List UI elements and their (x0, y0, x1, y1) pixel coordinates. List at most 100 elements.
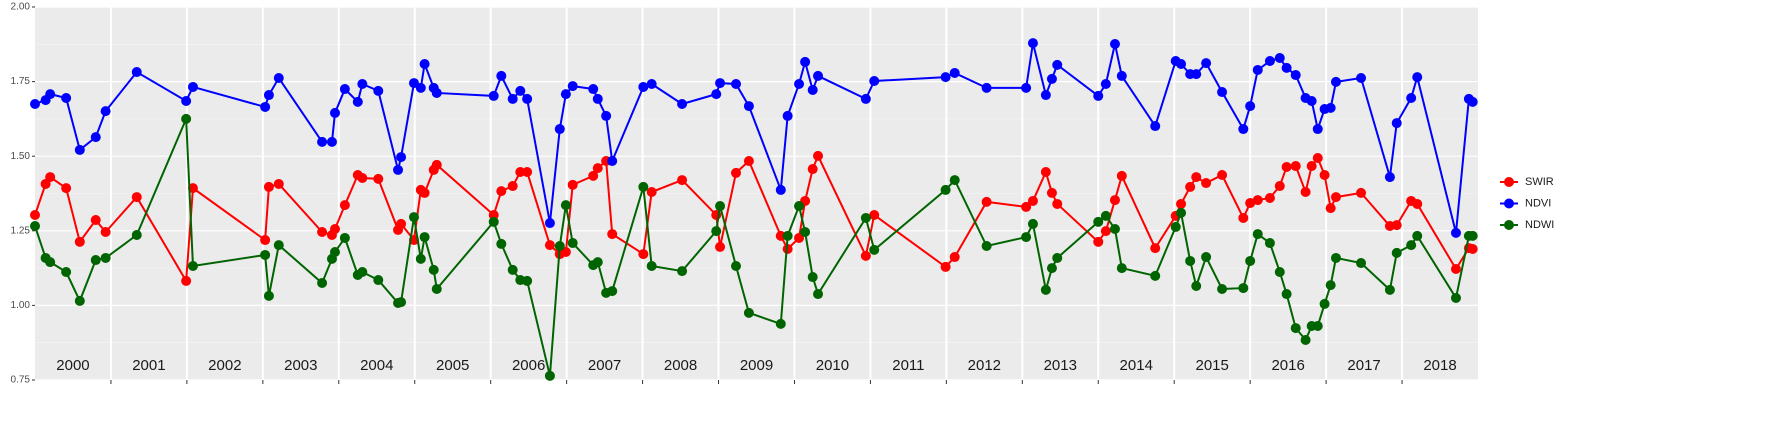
data-point (45, 172, 56, 183)
data-point (677, 98, 688, 109)
data-point (592, 163, 603, 174)
data-point (1201, 58, 1212, 69)
data-point (1191, 172, 1202, 183)
data-point (396, 218, 407, 229)
data-point (1300, 187, 1311, 198)
data-point (522, 93, 533, 104)
year-label: 2006 (512, 357, 545, 374)
data-point (263, 181, 274, 192)
data-point (357, 78, 368, 89)
data-point (507, 181, 518, 192)
data-point (30, 98, 40, 109)
data-point (1467, 230, 1478, 241)
data-point (1306, 161, 1317, 172)
data-point (1391, 247, 1402, 258)
data-point (1040, 284, 1051, 295)
data-point (515, 85, 526, 96)
data-point (1274, 266, 1285, 277)
data-point (1319, 298, 1330, 309)
data-point (1406, 93, 1417, 104)
data-point (496, 238, 507, 249)
data-point (1412, 198, 1423, 209)
data-point (488, 209, 499, 220)
data-point (1252, 229, 1263, 240)
data-point (677, 266, 688, 277)
data-point (638, 249, 649, 260)
data-point (263, 90, 274, 101)
data-point (949, 252, 960, 263)
data-point (711, 226, 722, 237)
data-point (554, 124, 565, 135)
data-point (329, 224, 340, 235)
data-point (431, 87, 442, 98)
data-point (1325, 102, 1336, 113)
data-point (1330, 192, 1341, 203)
data-point (260, 235, 271, 246)
data-point (743, 101, 754, 112)
data-point (1245, 101, 1256, 112)
data-point (1116, 263, 1127, 274)
data-point (592, 257, 603, 268)
data-point (488, 216, 499, 227)
data-point (373, 173, 384, 184)
data-point (1391, 220, 1402, 231)
data-point (1217, 87, 1228, 98)
data-point (567, 179, 578, 190)
data-point (981, 196, 992, 207)
data-point (329, 246, 340, 257)
data-point (90, 255, 101, 266)
data-point (544, 240, 555, 251)
year-label: 2011 (892, 357, 924, 374)
data-point (646, 261, 657, 272)
year-label: 2000 (56, 357, 89, 374)
data-point (1176, 58, 1187, 69)
year-label: 2007 (588, 357, 621, 374)
data-point (1191, 69, 1202, 80)
data-point (1312, 320, 1323, 331)
data-point (807, 84, 818, 95)
data-point (869, 244, 880, 255)
data-point (860, 212, 871, 223)
data-point (187, 261, 198, 272)
data-point (317, 226, 328, 237)
data-point (800, 56, 811, 67)
data-point (807, 164, 818, 175)
data-point (775, 318, 786, 329)
legend-key-point (1504, 220, 1514, 230)
data-point (1384, 172, 1395, 183)
data-point (396, 152, 407, 163)
data-point (730, 167, 741, 178)
data-point (61, 183, 72, 194)
data-point (1109, 39, 1120, 50)
data-point (415, 82, 426, 93)
data-point (1021, 201, 1032, 212)
year-label: 2004 (360, 357, 393, 374)
year-label: 2009 (740, 357, 773, 374)
data-point (940, 184, 951, 195)
data-point (1021, 82, 1032, 93)
data-point (607, 155, 618, 166)
data-point (1093, 216, 1104, 227)
data-point (607, 229, 618, 240)
data-point (940, 72, 951, 83)
data-point (1191, 281, 1202, 292)
data-point (1290, 161, 1301, 172)
data-point (61, 93, 72, 104)
data-point (743, 155, 754, 166)
data-point (1100, 78, 1111, 89)
data-point (396, 297, 407, 308)
year-label: 2001 (132, 357, 165, 374)
data-point (496, 70, 507, 81)
data-point (1052, 252, 1063, 263)
year-label: 2005 (436, 357, 469, 374)
data-point (1238, 283, 1249, 294)
data-point (1264, 238, 1275, 249)
data-point (1238, 212, 1249, 223)
data-point (507, 93, 518, 104)
data-point (30, 209, 40, 220)
data-point (352, 96, 363, 107)
y-tick-label: 1.75 (11, 76, 31, 87)
data-point (373, 275, 384, 286)
data-point (1046, 187, 1057, 198)
data-point (730, 261, 741, 272)
